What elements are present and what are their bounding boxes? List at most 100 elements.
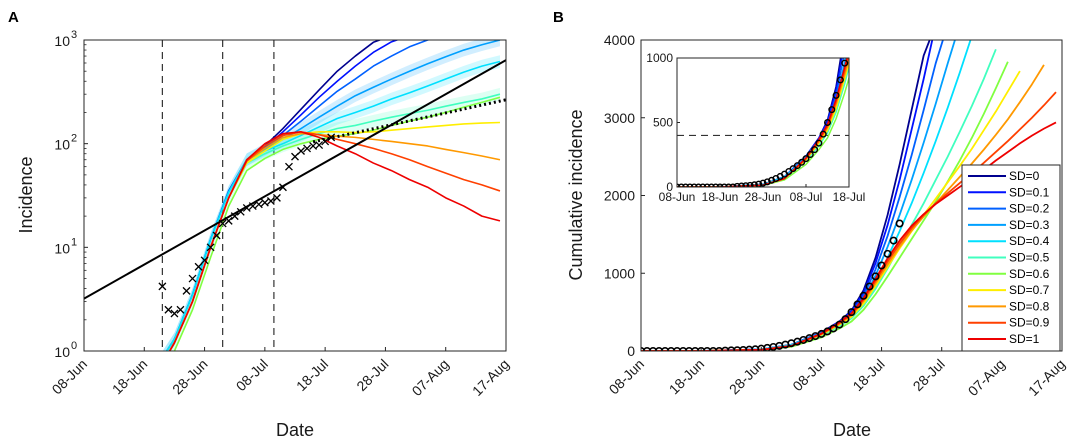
observed-point [206,243,215,252]
inset-background [677,58,849,187]
observed-point [260,198,269,207]
observed-point [170,309,179,318]
legend-label: SD=0.7 [1009,283,1050,297]
panel-b-y-ticks: 0 1000 2000 3000 4000 [604,32,645,359]
legend-label: SD=0.6 [1009,267,1050,281]
x-tick-label: 17-Aug [1025,356,1068,399]
legend-label: SD=1 [1009,332,1040,346]
observed-point [327,133,336,142]
inset-x-ticks: 08-Jun 18-Jun 28-Jun 08-Jul 18-Jul [659,184,865,204]
observed-point [188,274,197,283]
observed-point [224,216,233,225]
legend-label: SD=0.9 [1009,316,1050,330]
panel-b-x-axis-title: Date [833,420,871,440]
x-tick-label: 18-Jun [109,356,151,398]
observed-point [847,308,856,317]
observed-point [889,236,898,245]
inset-observed-point [738,182,745,187]
observed-point [212,231,221,240]
inset-observed-point [824,118,832,126]
x-tick-label: 08-Jun [606,356,648,398]
observed-point [182,286,191,295]
observed-point [230,212,239,221]
inset-y-ticks: 0 500 1000 [646,51,680,194]
inset-x-tick-label: 08-Jul [790,190,823,204]
inset-observed-point [841,59,849,67]
inset-observed-point [811,146,819,154]
series-line [165,40,432,351]
y-tick-label: 3000 [604,110,635,126]
legend-label: SD=0.1 [1009,185,1050,199]
x-tick-label: 28-Jul [910,356,948,394]
inset-x-tick-label: 28-Jun [745,190,782,204]
fit-line [84,59,506,300]
observed-point [835,320,844,329]
panel-a-plot-area [84,40,506,351]
inset-observed-point [819,130,827,138]
inset-observed-point [733,182,741,187]
y-tick-label: 1000 [604,265,635,281]
inset-observed-point [806,150,814,158]
panel-a-x-axis-title: Date [276,420,314,440]
observed-point [164,305,173,314]
y-tick-exponent: 2 [71,133,77,145]
observed-point [321,137,330,146]
inset-observed-point [802,155,810,163]
panel-b-plot-area [641,40,1057,351]
y-tick-label: 10 [54,344,70,360]
observed-point [895,219,904,228]
x-tick-label: 08-Jul [789,356,827,394]
y-tick-exponent: 1 [71,236,77,248]
observed-point [297,147,305,155]
inset-observed-point [851,23,857,29]
x-tick-label: 08-Jun [49,356,91,398]
inset-observed-point [815,139,823,147]
inset-series-line [677,75,849,187]
panel-b-x-ticks: 08-Jun 18-Jun 28-Jun 08-Jul 18-Jul 28-Jul 07-A… [606,347,1068,399]
x-tick-label: 07-Aug [965,356,1008,399]
x-tick-label: 28-Jun [169,356,211,398]
observed-point [829,324,838,333]
observed-point [236,207,245,216]
inset-observed-point [846,42,852,48]
panel-a: A 08-Jun 18-Jun 28-Jun 08-Jul 18-Jul 28-Jul 07… [8,9,512,440]
panel-a-y-axis-title: Incidence [16,156,36,233]
observed-point [278,183,287,192]
observed-point [859,291,868,300]
observed-point [823,327,832,336]
observed-point [871,272,880,281]
panel-b-inset: 08-Jun 18-Jun 28-Jun 08-Jul 18-Jul 0 500 1000 [646,23,865,204]
observed-point [254,200,263,209]
observed-point [877,261,886,270]
x-tick-label: 18-Jun [666,356,708,398]
panel-a-x-ticks: 08-Jun 18-Jun 28-Jun 08-Jul 18-Jul 28-Jul 07-A… [49,347,512,399]
panel-a-axes-box [83,39,507,352]
observed-point [883,249,892,258]
x-tick-label: 18-Jul [293,356,331,394]
inset-observed-point [763,178,771,186]
inset-observed-point [798,158,806,166]
inset-observed-point [836,76,844,84]
inset-observed-point [793,162,801,170]
observed-point [285,162,293,171]
y-tick-exponent: 3 [71,29,77,41]
observed-point [218,219,227,228]
x-tick-label: 08-Jul [233,356,271,394]
observed-point [194,262,203,271]
observed-point [266,197,275,205]
legend-items: SD=0 SD=0.1 SD=0.2 SD=0.3 SD=0.4 SD=0.5 SD=0.6… [968,169,1050,346]
series-line [165,60,501,351]
y-tick-label: 0 [627,343,635,359]
observed-point [272,193,281,202]
legend-label: SD=0.8 [1009,299,1050,313]
legend-label: SD=0.2 [1009,202,1050,216]
x-tick-label: 28-Jun [726,356,768,398]
observed-point [315,141,324,149]
y-tick-label: 10 [54,240,70,256]
legend-label: SD=0.4 [1009,234,1050,248]
y-tick-label: 10 [54,33,70,49]
inset-observed-point [832,91,840,99]
inset-x-tick-label: 08-Jun [659,190,696,204]
